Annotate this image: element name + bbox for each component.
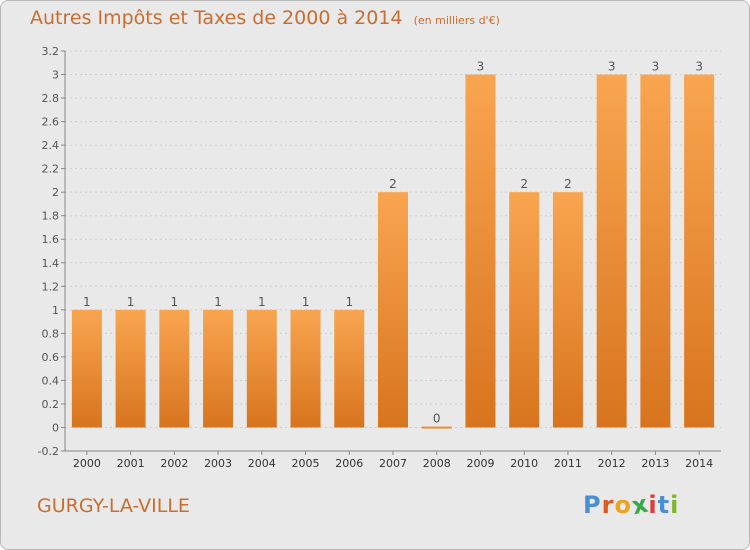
y-tick-label: 1 [52,304,59,317]
bar-value-label: 2 [389,177,397,191]
bar-value-label: 3 [695,60,703,74]
y-tick-label: 2.4 [42,139,60,152]
x-tick-label: 2007 [379,457,407,470]
bar [509,192,540,428]
logo-letter: t [657,491,671,519]
x-tick-label: 2005 [292,457,320,470]
logo-letter: r [601,491,615,519]
y-tick-label: 2.8 [42,92,60,105]
y-tick-label: 0.4 [42,374,60,387]
y-tick-label: 1.6 [42,233,60,246]
y-tick-label: 2 [52,186,59,199]
bar-value-label: 2 [520,177,528,191]
y-tick-label: 0.8 [42,327,60,340]
bar-value-label: 1 [214,295,222,309]
bar [246,309,277,428]
logo-letter: P [583,491,602,519]
commune-name: GURGY-LA-VILLE [37,495,190,517]
chart-title: Autres Impôts et Taxes de 2000 à 2014 [30,7,403,29]
bar [640,74,671,428]
bar-value-label: 1 [345,295,353,309]
x-tick-label: 2014 [685,457,713,470]
bar-value-label: 2 [564,177,572,191]
bar-value-label: 1 [302,295,310,309]
bar [552,192,583,428]
bar [465,74,496,428]
x-tick-label: 2000 [73,457,101,470]
y-tick-label: 3.2 [42,45,60,58]
bar [71,309,102,428]
y-tick-label: 1.4 [42,257,60,270]
x-tick-label: 2011 [554,457,582,470]
bar [421,426,452,429]
bar-value-label: 1 [258,295,266,309]
bar-value-label: 0 [433,411,441,425]
x-tick-label: 2002 [160,457,188,470]
y-tick-label: 3 [52,69,59,82]
y-tick-label: 0 [52,421,59,434]
bar [334,309,365,428]
x-tick-label: 2006 [335,457,363,470]
logo-letter: o [614,491,632,519]
x-tick-label: 2008 [423,457,451,470]
x-tick-label: 2001 [117,457,145,470]
x-tick-label: 2013 [641,457,669,470]
bar-value-label: 3 [608,60,616,74]
bar [159,309,190,428]
chart-unit: (en milliers d'€) [413,14,500,27]
x-tick-label: 2012 [598,457,626,470]
chart-title-block: Autres Impôts et Taxes de 2000 à 2014 (e… [30,7,500,29]
x-tick-label: 2003 [204,457,232,470]
proxiti-logo: Proxiti [583,490,680,521]
logo-letter: i [670,491,680,519]
bar-value-label: 3 [652,60,660,74]
bar [684,74,715,428]
bar-value-label: 1 [171,295,179,309]
bar-value-label: 3 [477,60,485,74]
logo-letter: i [648,491,658,519]
bar-value-label: 1 [83,295,91,309]
y-tick-label: -0.2 [38,445,59,458]
y-tick-label: 1.8 [42,210,60,223]
y-tick-label: 2.2 [42,163,60,176]
y-tick-label: 1.2 [42,280,60,293]
y-tick-label: 0.2 [42,398,60,411]
bar [378,192,408,428]
bar [115,309,146,428]
x-tick-label: 2009 [466,457,494,470]
bar [596,74,627,428]
bar-value-label: 1 [127,295,135,309]
bar [203,309,234,428]
bar [290,309,321,428]
y-tick-label: 2.6 [42,116,60,129]
y-tick-label: 0.6 [42,351,60,364]
x-tick-label: 2010 [510,457,538,470]
x-tick-label: 2004 [248,457,276,470]
